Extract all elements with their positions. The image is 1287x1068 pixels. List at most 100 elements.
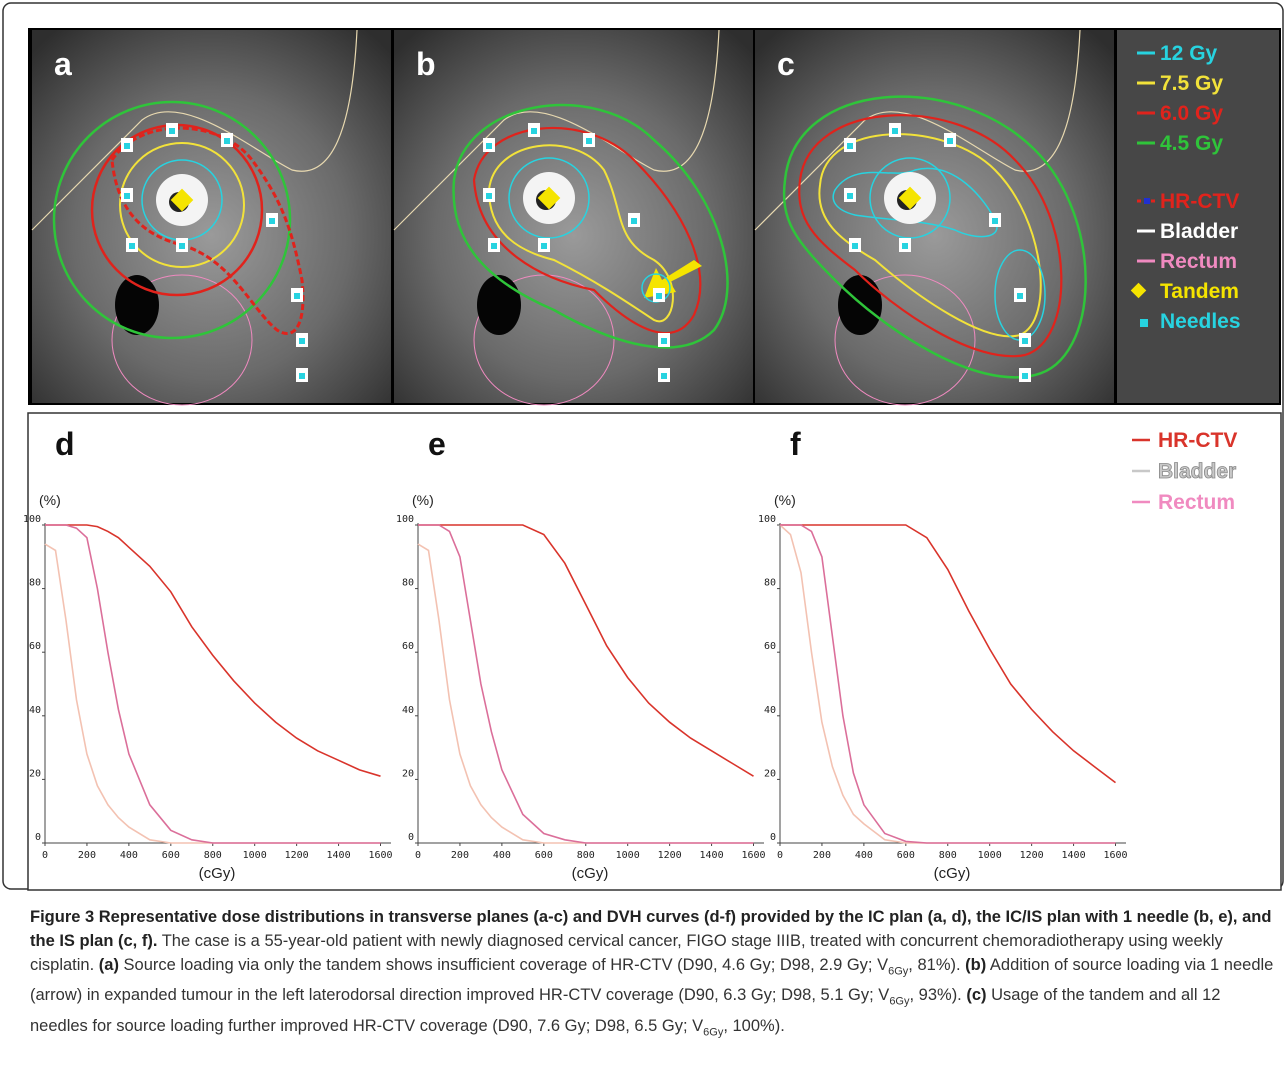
needle-marker	[1022, 373, 1028, 379]
legend-label: 6.0 Gy	[1160, 102, 1223, 125]
needle-marker	[124, 193, 130, 199]
x-tick-label: 800	[204, 850, 222, 861]
y-tick-label: 80	[764, 578, 776, 589]
isodose-4.5	[782, 95, 1087, 379]
legend-label: Bladder	[1160, 220, 1238, 243]
x-tick-label: 400	[493, 850, 511, 861]
needle-marker	[269, 218, 275, 224]
isodose-4.5	[452, 103, 729, 349]
caption-text: , 81%).	[908, 956, 966, 974]
y-tick-label: 40	[764, 705, 776, 716]
ct-image	[32, 30, 391, 403]
y-tick-label: 60	[29, 641, 41, 652]
x-tick-label: 0	[42, 850, 48, 861]
y-tick-label: 100	[396, 514, 414, 525]
isodose-7.5	[818, 133, 1042, 338]
y-tick-label: 60	[402, 641, 414, 652]
x-tick-label: 0	[415, 850, 421, 861]
x-tick-label: 1000	[243, 850, 267, 861]
y-tick-label: 20	[402, 768, 414, 779]
y-tick-label: 60	[764, 641, 776, 652]
x-tick-label: 200	[813, 850, 831, 861]
figure: a b c 12 Gy 7.5 Gy 6.0 Gy 4.5 Gy HR-CTV Bladder…	[2, 2, 1284, 891]
legend-label: Tandem	[1160, 280, 1239, 303]
y-tick-label: 100	[23, 514, 41, 525]
needle-marker	[299, 373, 305, 379]
isodose-12	[832, 167, 998, 238]
needle-marker	[486, 193, 492, 199]
legend-label: Bladder	[1158, 460, 1236, 483]
dvh-curve	[418, 524, 754, 777]
y-tick-label: 80	[402, 578, 414, 589]
bladder-contour	[754, 29, 1081, 231]
needle-marker	[169, 128, 175, 134]
caption-subscript: 6Gy	[889, 995, 910, 1008]
x-tick-label: 1600	[368, 850, 392, 861]
caption-text: , 93%).	[909, 986, 967, 1005]
caption-title: Figure 3 Representative dose distributio…	[30, 908, 1272, 950]
needle-marker	[947, 138, 953, 144]
isodose-6.0	[472, 126, 702, 335]
panel-label: a	[54, 46, 72, 82]
x-tick-label: 1400	[327, 850, 351, 861]
needle-marker	[631, 218, 637, 224]
dvh-curve	[45, 524, 381, 777]
x-tick-label: 600	[535, 850, 553, 861]
rectum-contour	[834, 274, 976, 406]
caption-text: , 100%).	[723, 1016, 785, 1035]
dvh-curve	[780, 524, 1116, 844]
x-tick-label: 400	[855, 850, 873, 861]
needle-marker	[661, 338, 667, 344]
caption-subscript: 6Gy	[703, 1025, 724, 1038]
caption-text: Usage of the tandem and all 12 needles f…	[30, 986, 1221, 1035]
ct-panels: a b c	[31, 29, 1114, 406]
needle-marker	[124, 143, 130, 149]
y-tick-label: 20	[29, 768, 41, 779]
needle-marker	[129, 243, 135, 249]
needle-marker	[1017, 293, 1023, 299]
x-tick-label: 1600	[741, 850, 765, 861]
y-tick-label: 0	[770, 832, 776, 843]
legend-marker	[1144, 198, 1150, 204]
ct-panel: c	[754, 29, 1114, 406]
x-tick-label: 800	[939, 850, 957, 861]
x-tick-label: 1000	[616, 850, 640, 861]
x-tick-label: 800	[577, 850, 595, 861]
caption-text: Source loading via only the tandem shows…	[118, 956, 889, 974]
panel-label: b	[416, 46, 436, 82]
chart-frame	[27, 412, 1282, 891]
x-tick-label: 600	[162, 850, 180, 861]
needle-marker	[294, 293, 300, 299]
x-tick-label: 400	[120, 850, 138, 861]
legend-label: 12 Gy	[1160, 42, 1218, 65]
needle-marker	[847, 193, 853, 199]
y-tick-label: 40	[29, 705, 41, 716]
y-tick-label: 0	[408, 832, 414, 843]
needle-marker	[992, 218, 998, 224]
needle-marker	[299, 338, 305, 344]
legend-label: 4.5 Gy	[1160, 132, 1223, 155]
ct-panel: b	[393, 29, 753, 406]
legend-marker	[1140, 319, 1148, 327]
x-axis-label: (cGy)	[934, 865, 971, 882]
caption-label: (a)	[98, 956, 119, 974]
air	[838, 275, 882, 335]
x-axis-label: (cGy)	[572, 865, 609, 882]
rectum-contour	[111, 274, 253, 406]
ct-image	[394, 30, 753, 403]
x-tick-label: 200	[78, 850, 96, 861]
y-tick-label: 80	[29, 578, 41, 589]
x-tick-label: 1600	[1103, 850, 1127, 861]
isodose-6.0	[798, 114, 1063, 358]
needle-marker	[852, 243, 858, 249]
x-tick-label: 1400	[1062, 850, 1086, 861]
x-tick-label: 1200	[285, 850, 309, 861]
needle-marker	[661, 373, 667, 379]
isodose-4.5	[52, 100, 292, 340]
x-tick-label: 1200	[1020, 850, 1044, 861]
needle-marker	[892, 128, 898, 134]
needle-marker	[486, 143, 492, 149]
x-tick-label: 0	[777, 850, 783, 861]
y-axis-label: (%)	[774, 492, 796, 508]
